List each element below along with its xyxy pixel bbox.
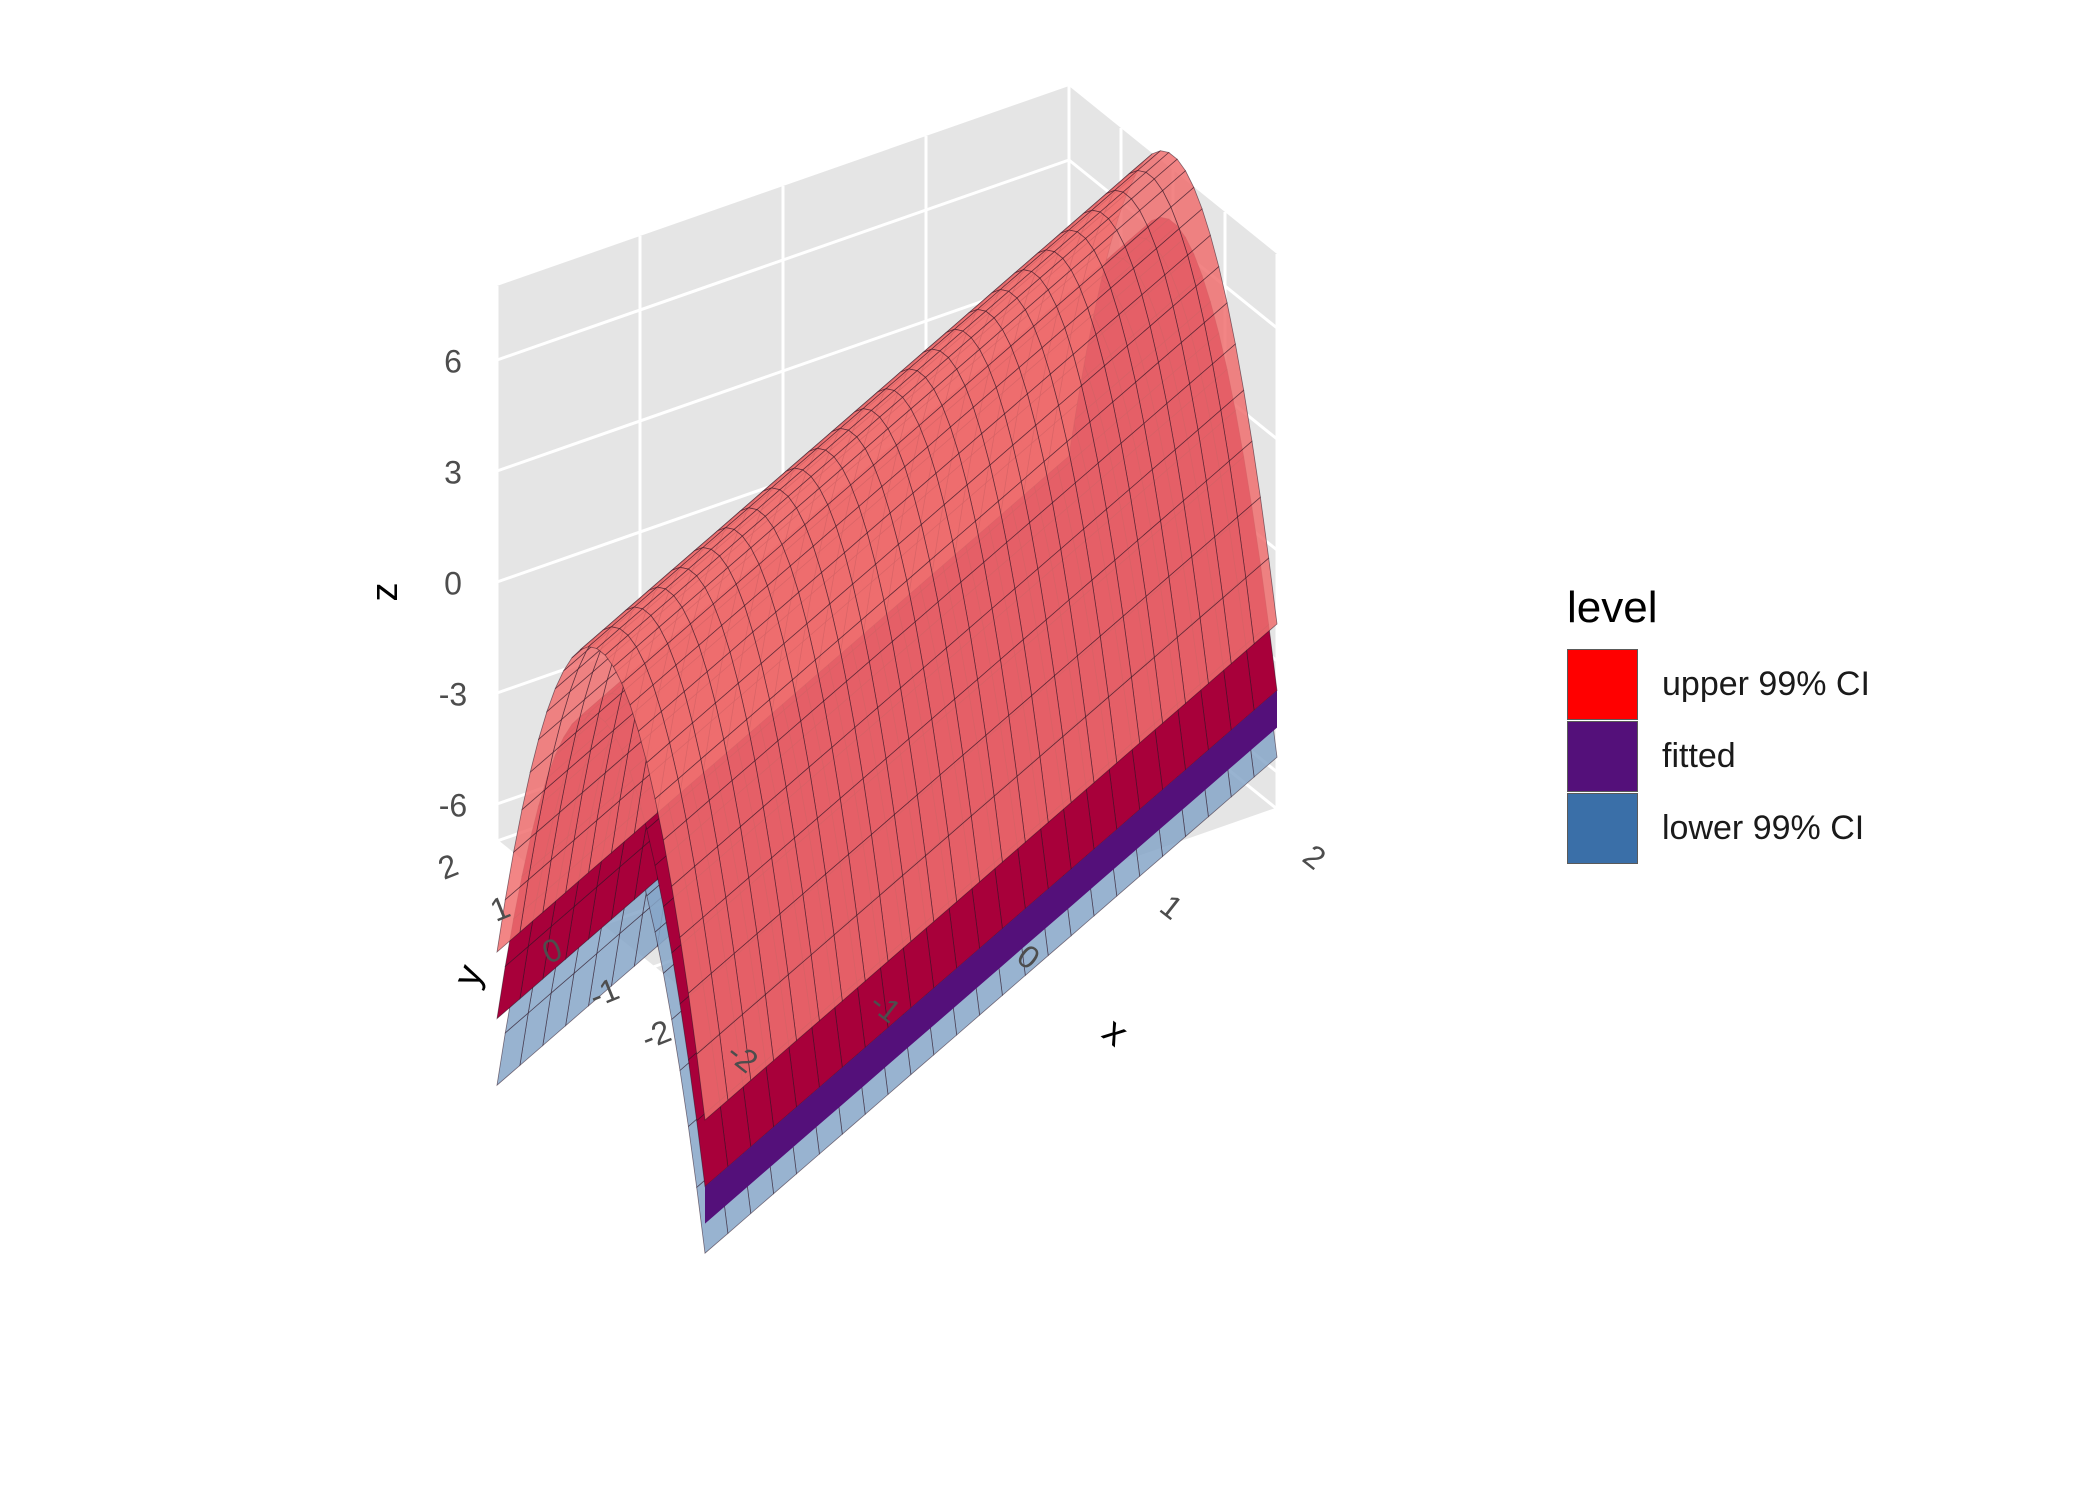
legend-key-upper xyxy=(1567,648,1638,720)
legend-item-fitted: fitted xyxy=(1567,720,1870,792)
z-tick-label: 3 xyxy=(444,454,462,490)
x-tick-label: 1 xyxy=(1153,887,1189,926)
legend: level upper 99% CI fitted lower 99% CI xyxy=(1567,582,1870,864)
legend-label-upper: upper 99% CI xyxy=(1662,664,1870,703)
surface-front-band xyxy=(705,690,1277,1224)
x-axis-title: x xyxy=(1095,1010,1136,1055)
legend-item-lower: lower 99% CI xyxy=(1567,792,1870,864)
gridline-z-back-y xyxy=(496,158,1070,362)
z-tick-label: 0 xyxy=(444,565,462,601)
surface-facet xyxy=(696,1033,729,1121)
x-tick-label: 2 xyxy=(1296,837,1332,876)
z-tick-label: -3 xyxy=(439,676,467,712)
legend-key-lower xyxy=(1567,792,1638,864)
legend-label-fitted: fitted xyxy=(1662,736,1736,775)
z-tick-label: 6 xyxy=(444,343,462,379)
surfaces xyxy=(496,150,1278,1254)
z-axis-title: z xyxy=(364,583,406,602)
legend-label-lower: lower 99% CI xyxy=(1662,808,1865,847)
legend-item-upper: upper 99% CI xyxy=(1567,648,1870,720)
y-axis-title: y xyxy=(446,959,492,992)
legend-key-fitted xyxy=(1567,720,1638,792)
z-tick-label: -6 xyxy=(439,787,467,823)
y-tick-label: -2 xyxy=(636,1013,676,1057)
y-tick-label: 2 xyxy=(433,847,463,887)
surface-upper-99-ci xyxy=(496,150,1278,1121)
legend-title: level xyxy=(1567,583,1658,632)
gridline-z-back-y xyxy=(496,269,1070,473)
